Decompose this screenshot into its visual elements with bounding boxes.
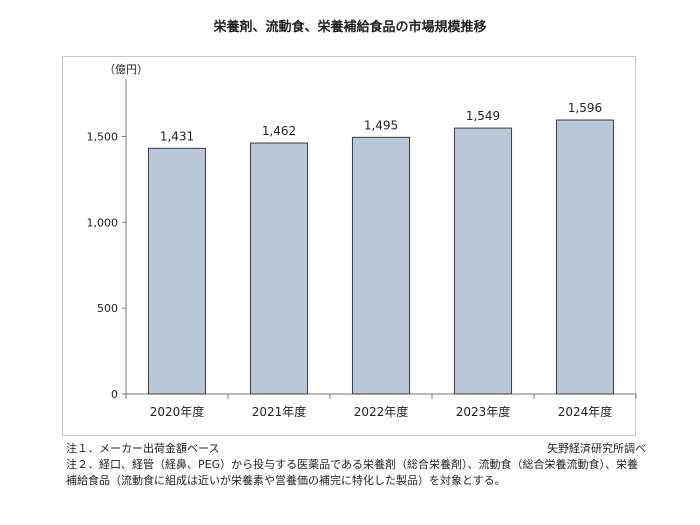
bars-layer: [147, 119, 615, 395]
bar-value-label: 1,431: [160, 129, 194, 143]
bar-value-label: 1,462: [262, 124, 296, 138]
x-category-label: 2021年度: [252, 404, 307, 419]
footnote-1: 注１．メーカー出荷金額ベース: [66, 442, 220, 455]
y-tick-label: 1,000: [87, 216, 119, 229]
bar-value-label: 1,549: [466, 109, 500, 123]
footnote-2: 注２．経口、経管（経鼻、PEG）から投与する医薬品である栄養剤（総合栄養剤）、流…: [66, 458, 638, 487]
y-tick-label: 0: [111, 388, 118, 401]
bar: [351, 136, 411, 395]
bar-value-label: 1,495: [364, 118, 398, 132]
x-category-label: 2024年度: [558, 404, 613, 419]
x-category-label: 2020年度: [150, 404, 205, 419]
bar: [453, 127, 513, 395]
chart-title: 栄養剤、流動食、栄養補給食品の市場規模推移: [213, 20, 487, 35]
x-category-label: 2023年度: [456, 404, 511, 419]
source-credit: 矢野経済研究所調べ: [547, 442, 646, 455]
chart-frame: [62, 56, 636, 436]
labels-layer: 1,431 2020年度 1,462 2021年度 1,495 2022年度 1,549 20…: [150, 101, 613, 419]
bar: [249, 142, 309, 395]
bar: [555, 119, 615, 395]
y-axis-unit-label: （億円）: [104, 63, 148, 76]
footnotes: 注１．メーカー出荷金額ベース 矢野経済研究所調べ 注２．経口、経管（経鼻、PEG…: [66, 441, 646, 489]
x-category-label: 2022年度: [354, 404, 409, 419]
y-tick-label: 500: [97, 302, 118, 315]
bar-value-label: 1,596: [568, 101, 602, 115]
bar: [147, 147, 207, 395]
y-tick-label: 1,500: [87, 131, 119, 144]
